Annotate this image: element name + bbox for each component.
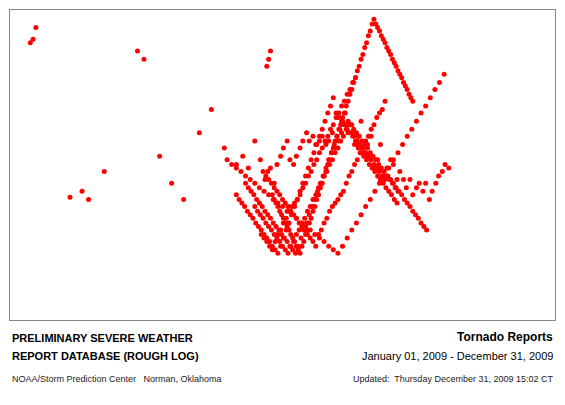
svg-text:NOAA/Storm Prediction Center: NOAA/Storm Prediction Center Norman, Okl… bbox=[12, 374, 222, 384]
svg-text:Updated: Thursday December 31: Updated: Thursday December 31, 2009 15:0… bbox=[353, 374, 553, 384]
svg-text:REPORT DATABASE (ROUGH LOG): REPORT DATABASE (ROUGH LOG) bbox=[12, 350, 199, 362]
svg-text:Tornado Reports: Tornado Reports bbox=[457, 330, 553, 344]
svg-text:January 01, 2009 - December 31: January 01, 2009 - December 31, 2009 bbox=[362, 350, 553, 362]
svg-text:PRELIMINARY SEVERE WEATHER: PRELIMINARY SEVERE WEATHER bbox=[12, 332, 193, 344]
